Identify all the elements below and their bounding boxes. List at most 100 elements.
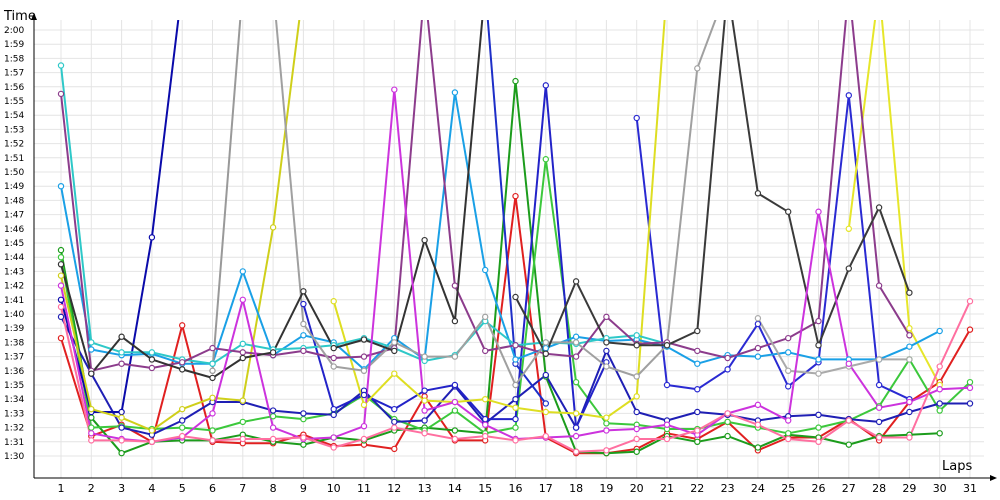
data-point bbox=[57, 272, 65, 279]
data-point bbox=[300, 332, 307, 339]
y-axis-title: Time bbox=[3, 9, 36, 24]
series-line bbox=[332, 20, 666, 419]
data-point bbox=[391, 445, 398, 453]
data-point bbox=[663, 421, 671, 428]
data-point bbox=[482, 266, 489, 274]
data-point bbox=[906, 408, 913, 416]
data-point bbox=[148, 364, 156, 372]
series-line bbox=[847, 20, 941, 386]
y-tick-label: 1:32 bbox=[4, 424, 24, 434]
x-tick-label: 9 bbox=[300, 482, 307, 495]
data-point bbox=[572, 424, 580, 431]
x-tick-label: 22 bbox=[690, 482, 704, 495]
series-line bbox=[757, 317, 910, 375]
x-tick-label: 5 bbox=[179, 482, 186, 495]
data-point bbox=[936, 400, 943, 407]
data-point bbox=[542, 156, 550, 163]
data-point bbox=[391, 424, 398, 431]
y-tick-label: 1:37 bbox=[4, 353, 24, 363]
data-point bbox=[572, 353, 580, 360]
data-point bbox=[239, 354, 246, 362]
data-point bbox=[57, 261, 65, 268]
x-tick-label: 24 bbox=[751, 482, 765, 495]
data-point bbox=[542, 371, 550, 379]
data-point bbox=[694, 327, 701, 335]
data-point bbox=[694, 438, 701, 445]
data-point bbox=[633, 114, 640, 122]
x-tick-labels: 1 2 3 4 5 6 7 8 9 10 11 12 13 14 15 16 17 18 19 20 21 22 23 24 2… bbox=[58, 482, 978, 495]
data-point bbox=[209, 367, 216, 374]
data-point bbox=[88, 414, 95, 421]
x-tick-label: 14 bbox=[448, 482, 462, 495]
data-point bbox=[542, 432, 550, 440]
y-axis-arrow bbox=[31, 13, 37, 20]
data-point bbox=[572, 448, 580, 455]
y-tick-label: 2:00 bbox=[4, 26, 24, 36]
data-point bbox=[88, 405, 95, 413]
data-point bbox=[936, 407, 943, 414]
data-point bbox=[360, 336, 368, 343]
data-point bbox=[451, 89, 459, 96]
data-point bbox=[512, 415, 519, 423]
data-point bbox=[936, 386, 943, 393]
data-point bbox=[724, 432, 731, 440]
x-tick-label: 23 bbox=[721, 482, 735, 495]
data-point bbox=[88, 339, 95, 346]
data-point bbox=[148, 234, 156, 241]
data-point bbox=[421, 387, 428, 394]
data-point bbox=[57, 282, 65, 289]
data-point bbox=[118, 408, 125, 416]
data-point bbox=[724, 418, 731, 426]
data-point bbox=[421, 417, 428, 424]
data-point bbox=[391, 405, 398, 413]
data-point bbox=[300, 288, 307, 295]
data-point bbox=[875, 282, 883, 289]
data-point bbox=[269, 424, 277, 431]
data-point bbox=[815, 356, 822, 363]
data-point bbox=[633, 373, 640, 380]
data-point bbox=[148, 356, 156, 363]
data-point bbox=[209, 410, 216, 417]
y-tick-label: 1:42 bbox=[4, 282, 24, 292]
data-point bbox=[906, 434, 913, 441]
data-point bbox=[603, 339, 610, 346]
data-point bbox=[875, 404, 883, 411]
data-point bbox=[330, 411, 337, 419]
data-point bbox=[845, 265, 853, 272]
data-point bbox=[482, 421, 489, 428]
data-point bbox=[391, 86, 398, 93]
x-tick-label: 1 bbox=[58, 482, 65, 495]
data-point bbox=[875, 381, 883, 389]
data-point bbox=[88, 430, 95, 437]
x-tick-label: 18 bbox=[569, 482, 583, 495]
x-tick-label: 8 bbox=[270, 482, 277, 495]
data-point bbox=[603, 447, 610, 454]
y-tick-label: 1:51 bbox=[4, 154, 24, 164]
data-point bbox=[482, 432, 489, 440]
data-point bbox=[542, 400, 550, 407]
data-point bbox=[572, 278, 580, 285]
data-point bbox=[269, 435, 277, 443]
data-point bbox=[966, 384, 974, 392]
data-point bbox=[330, 363, 337, 370]
data-point bbox=[875, 356, 883, 363]
data-point bbox=[936, 430, 943, 437]
data-point bbox=[209, 360, 216, 367]
x-tick-label: 20 bbox=[630, 482, 644, 495]
y-tick-label: 1:56 bbox=[4, 83, 24, 93]
y-tick-label: 1:47 bbox=[4, 211, 24, 221]
y-tick-labels: 1:30 1:31 1:32 1:33 1:34 1:35 1:36 1:37 1:38 1:39… bbox=[4, 26, 24, 462]
data-point bbox=[603, 363, 610, 370]
data-point bbox=[239, 268, 246, 275]
data-point bbox=[482, 313, 489, 321]
data-point bbox=[906, 332, 913, 339]
series-line bbox=[275, 20, 717, 386]
data-point bbox=[754, 315, 762, 322]
x-tick-label: 21 bbox=[660, 482, 674, 495]
data-point bbox=[239, 435, 246, 443]
data-point bbox=[512, 192, 519, 200]
series-line bbox=[514, 20, 911, 355]
y-tick-label: 1:36 bbox=[4, 367, 24, 377]
data-point bbox=[300, 320, 307, 328]
y-tick-label: 1:40 bbox=[4, 310, 24, 320]
